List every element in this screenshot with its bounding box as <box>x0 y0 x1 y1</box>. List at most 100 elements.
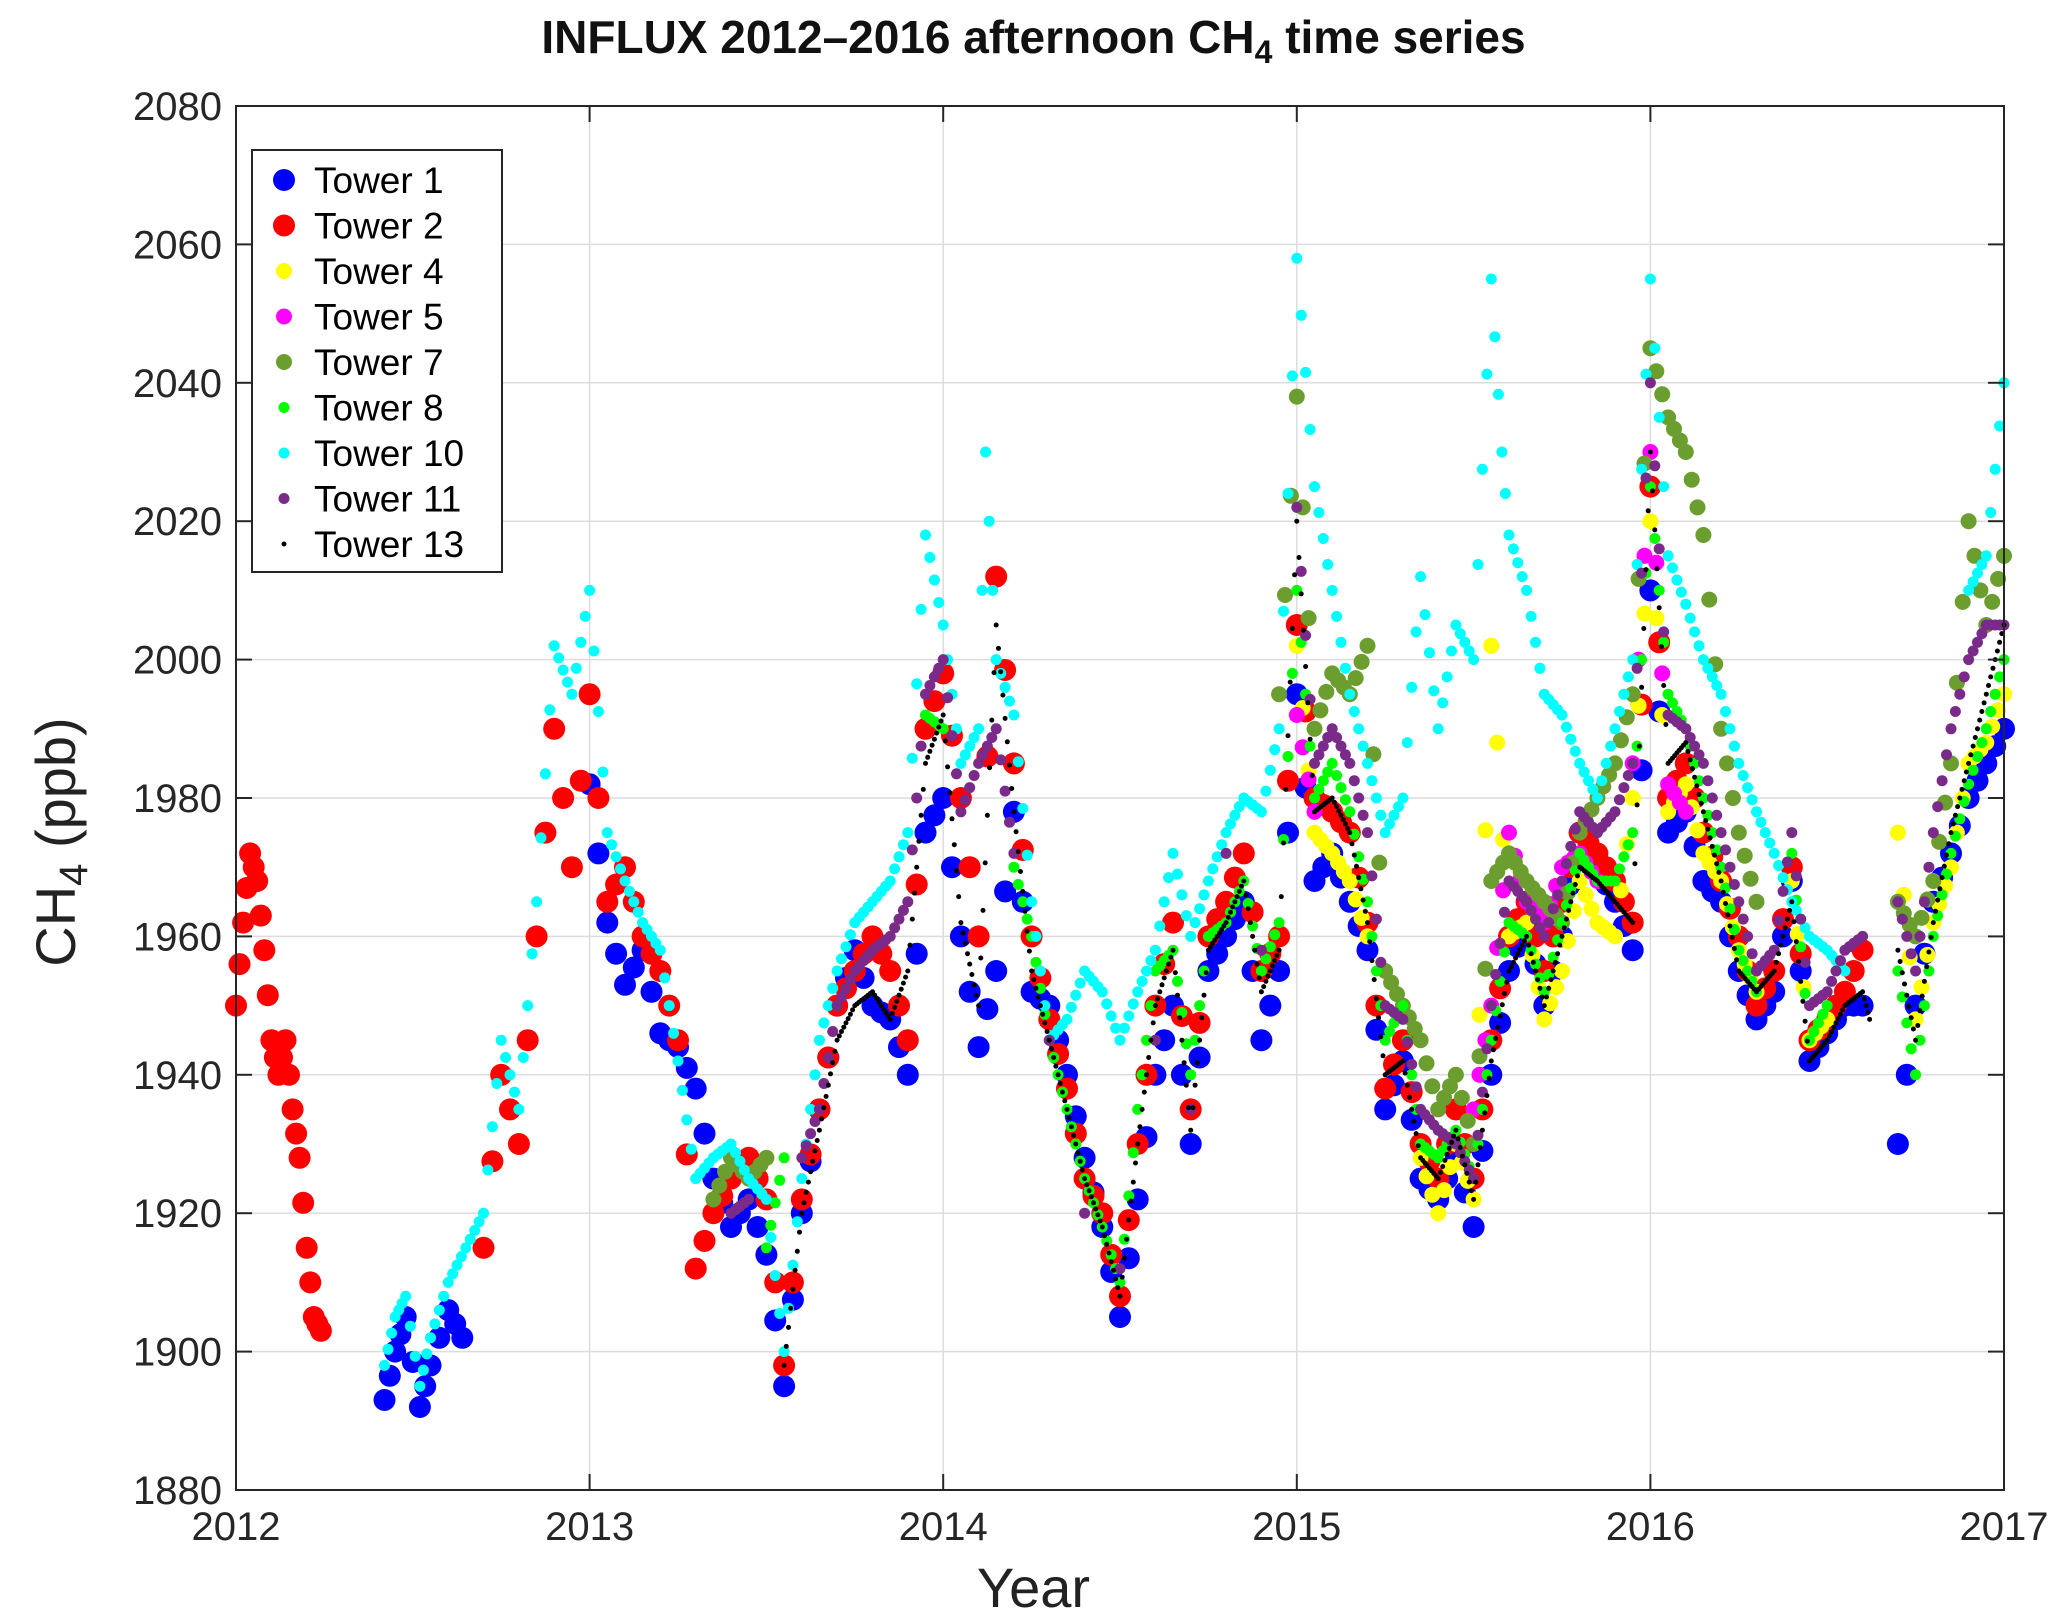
data-point <box>1477 1145 1483 1150</box>
data-point <box>601 827 613 839</box>
data-point <box>1477 822 1494 839</box>
data-point <box>1661 683 1667 688</box>
data-point <box>1768 847 1780 859</box>
data-point <box>822 1000 834 1012</box>
data-point <box>1070 989 1082 1001</box>
data-point <box>902 896 914 908</box>
data-point <box>1132 986 1144 998</box>
data-point <box>1026 896 1038 908</box>
data-point <box>1202 875 1214 887</box>
data-point <box>1468 1188 1474 1194</box>
data-point <box>1764 837 1776 849</box>
data-point <box>914 864 920 870</box>
data-point <box>285 1122 308 1145</box>
x-tick-label: 2017 <box>1960 1505 2049 1549</box>
data-point <box>1618 851 1630 863</box>
data-point <box>1835 955 1846 967</box>
x-tick-label: 2015 <box>1252 1505 1341 1549</box>
data-point <box>1716 869 1722 875</box>
data-point <box>822 1052 834 1063</box>
data-point <box>1689 740 1701 752</box>
data-point <box>1734 957 1740 963</box>
data-point <box>1689 822 1706 839</box>
data-point <box>778 1346 790 1358</box>
data-point <box>1833 980 1856 1003</box>
data-point <box>1029 966 1052 989</box>
data-point <box>1759 827 1771 839</box>
data-point <box>1485 1000 1497 1012</box>
data-point <box>1899 970 1905 976</box>
data-point <box>253 939 276 962</box>
data-point <box>1201 992 1207 998</box>
data-point <box>1471 1006 1488 1023</box>
data-point <box>596 911 619 934</box>
data-point <box>1914 1034 1926 1046</box>
data-point <box>1430 1205 1447 1222</box>
data-point <box>1060 1089 1065 1095</box>
data-point <box>1071 1132 1077 1138</box>
data-point <box>1786 827 1798 839</box>
data-point <box>1715 827 1727 839</box>
data-point <box>927 748 933 754</box>
data-point <box>951 842 957 848</box>
data-point <box>1521 938 1527 944</box>
data-point <box>999 785 1011 797</box>
data-point <box>1631 662 1643 674</box>
data-point <box>730 1147 741 1159</box>
data-point <box>596 890 619 913</box>
data-point <box>1291 252 1303 264</box>
data-point <box>1737 770 1749 781</box>
data-point <box>1560 721 1572 733</box>
data-point <box>1857 930 1869 942</box>
data-point <box>1614 794 1625 806</box>
data-point <box>1449 1139 1454 1145</box>
data-point <box>836 953 847 965</box>
data-point <box>1004 816 1015 828</box>
data-point <box>1959 786 1965 792</box>
data-point <box>1162 911 1184 934</box>
data-point <box>1030 930 1042 942</box>
data-point <box>947 790 953 796</box>
data-point <box>526 948 538 960</box>
data-point <box>1913 909 1930 926</box>
data-point <box>1366 930 1378 942</box>
data-point <box>1406 681 1418 693</box>
data-point <box>1114 1034 1126 1046</box>
data-point <box>1259 994 1282 1017</box>
data-point <box>1621 939 1644 962</box>
data-point <box>1961 778 1967 784</box>
data-point <box>560 856 583 879</box>
data-point <box>1976 559 1988 570</box>
data-point <box>965 951 970 957</box>
data-point <box>1733 757 1745 769</box>
data-point <box>473 1216 485 1228</box>
data-point <box>1082 1176 1088 1182</box>
data-point <box>1781 856 1793 868</box>
data-point <box>1373 996 1379 1002</box>
data-point <box>1198 889 1210 901</box>
data-point <box>1370 913 1382 925</box>
data-point <box>491 1078 503 1089</box>
data-point <box>295 1236 318 1259</box>
data-point <box>1053 1063 1059 1069</box>
data-point <box>790 1286 796 1292</box>
data-point <box>1339 662 1351 674</box>
data-point <box>500 1052 512 1063</box>
data-point <box>1317 533 1329 544</box>
data-point <box>1331 610 1343 622</box>
data-point <box>1473 1179 1479 1185</box>
data-point <box>1285 683 1308 706</box>
data-point <box>249 904 272 927</box>
data-point <box>1960 513 1977 530</box>
data-point <box>1401 1036 1413 1048</box>
data-point <box>936 724 942 730</box>
data-point <box>905 942 928 965</box>
data-point <box>1724 861 1736 873</box>
data-point <box>1949 706 1961 717</box>
data-point <box>1648 610 1665 627</box>
data-point <box>1746 948 1758 960</box>
data-point <box>831 965 843 977</box>
data-point <box>1303 664 1309 669</box>
data-point <box>911 678 923 690</box>
data-point <box>764 1271 787 1294</box>
